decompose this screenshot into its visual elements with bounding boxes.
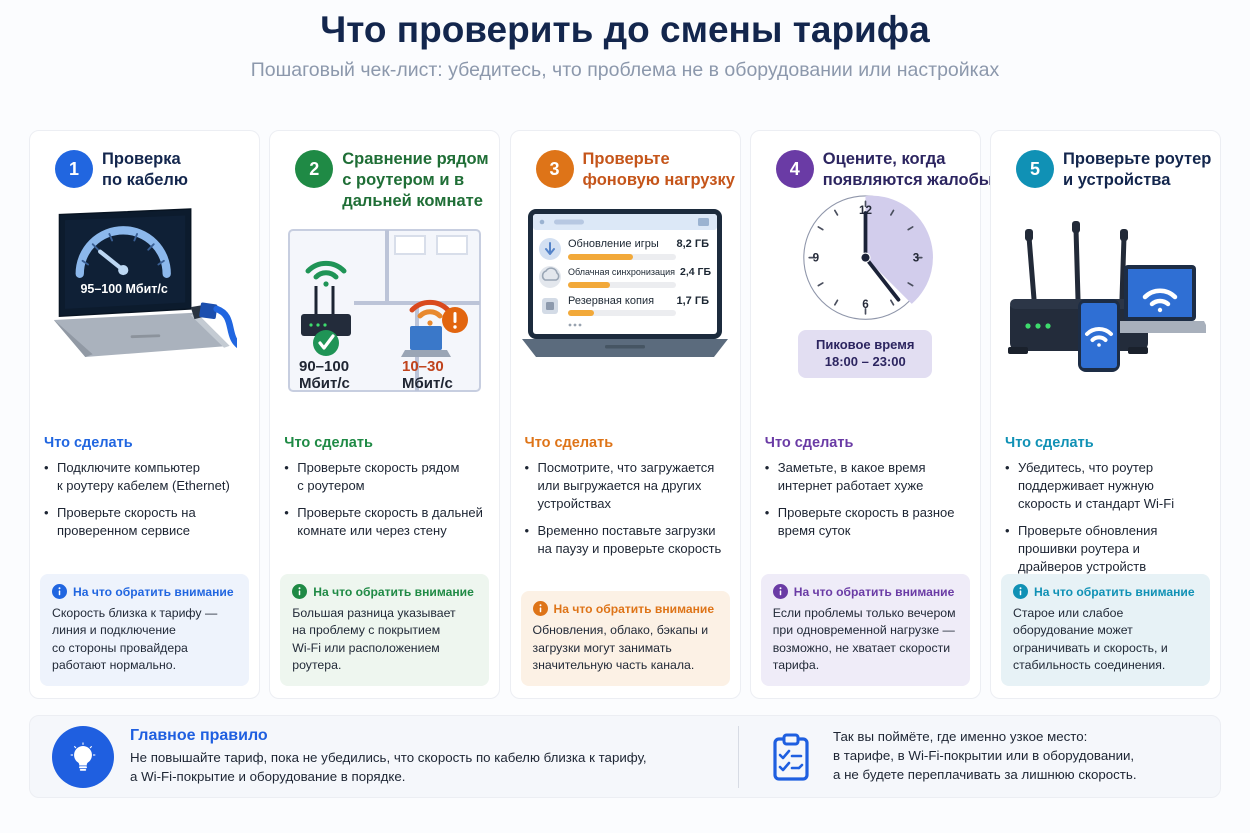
svg-text:Резервная копия: Резервная копия — [568, 295, 654, 307]
svg-text:9: 9 — [812, 252, 819, 265]
svg-text:1,7 ГБ: 1,7 ГБ — [677, 295, 710, 307]
svg-text:10–30: 10–30 — [402, 358, 444, 375]
svg-text:Мбит/с: Мбит/с — [299, 375, 350, 392]
svg-text:6: 6 — [862, 298, 869, 311]
svg-text:8,2 ГБ: 8,2 ГБ — [677, 238, 710, 250]
svg-text:95–100 Мбит/с: 95–100 Мбит/с — [80, 282, 167, 296]
svg-text:2,4 ГБ: 2,4 ГБ — [680, 266, 711, 278]
svg-text:90–100: 90–100 — [299, 358, 349, 375]
svg-text:Мбит/с: Мбит/с — [402, 375, 453, 392]
svg-text:Облачная синхронизация: Облачная синхронизация — [568, 267, 675, 277]
svg-text:Обновление игры: Обновление игры — [568, 238, 659, 250]
svg-text:3: 3 — [912, 252, 919, 265]
